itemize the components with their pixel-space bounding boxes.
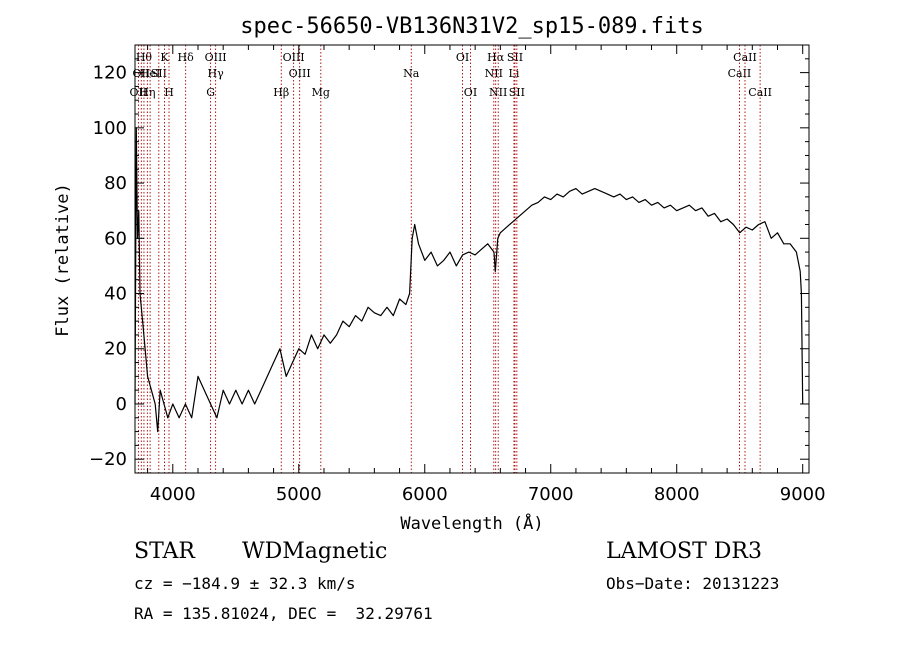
spectral-line-markers: OIIOIIHθHηHeISIIKHHδGOIIIHγHβOIIIOIIIMgN… [130,45,772,473]
y-tick-label: 60 [104,228,127,249]
x-tick-label: 5000 [276,484,322,505]
spectral-line-label: OIII [283,51,305,64]
plot-frame [134,44,810,474]
y-tick-label: 0 [116,394,127,415]
spectral-line-label: Mg [312,86,330,99]
spectral-line-label: G [206,86,215,99]
spectral-line-label: Li [509,67,520,80]
spectral-line-label: OII [132,67,150,80]
spectral-line-label: SII [509,86,525,99]
spectral-line-label: OI [464,86,477,99]
spectral-line-label: H [164,86,174,99]
spectral-line-label: CaII [728,67,752,80]
spectral-line-label: SII [507,51,523,64]
spectral-line-label: CaII [748,86,772,99]
y-tick-label: 100 [93,118,127,139]
spectral-line-label: OI [456,51,469,64]
spectral-line-label: OII [130,86,148,99]
y-tick-label: 80 [104,173,127,194]
chart-title: spec-56650-VB136N31V2_sp15-089.fits [240,14,704,39]
spectral-line-label: Hβ [273,86,289,99]
redshift-cz: cz = −184.9 ± 32.3 km/s [134,574,356,593]
series-layer [134,127,804,433]
y-axis: −20 0 20 40 60 80 100 120 [89,58,809,470]
x-tick-label: 9000 [780,484,826,505]
spectral-line-label: OIII [289,67,311,80]
y-tick-label: 20 [104,339,127,360]
spectral-line-label: Hδ [178,51,195,64]
spectral-line-label: NII [489,86,507,99]
x-tick-label: 4000 [150,484,196,505]
spectral-line-label: OIII [205,51,227,64]
spectral-line-label: Hθ [136,51,153,64]
survey-name: LAMOST DR3 [606,539,762,564]
spectral-line-label: SII [151,67,167,80]
y-tick-label: 40 [104,284,127,305]
x-axis-label: Wavelength (Å) [400,512,543,534]
spectral-line-label: NII [485,67,503,80]
spectral-line-label: K [160,51,169,64]
x-tick-label: 7000 [528,484,574,505]
spectral-line-label: Hγ [208,67,225,80]
y-tick-label: 120 [93,63,127,84]
y-axis-label: Flux (relative) [53,183,73,337]
x-axis: 4000 5000 6000 7000 8000 9000 [147,45,826,505]
y-tick-label: −20 [89,449,127,470]
spectral-line-label: HeI [140,67,160,80]
obs-date: Obs−Date: 20131223 [606,574,780,593]
coordinates: RA = 135.81024, DEC = 32.29761 [134,604,433,623]
x-tick-label: 8000 [654,484,700,505]
spectral-line-label: CaII [733,51,757,64]
spectral-line-label: Hα [487,51,505,64]
spectral-line-label: Na [403,67,420,80]
spectral-line-label: Hη [139,86,155,99]
object-subclass: WDMagnetic [242,539,388,564]
x-tick-label: 6000 [402,484,448,505]
spectrum-line [134,127,804,433]
object-class: STAR [134,539,195,564]
